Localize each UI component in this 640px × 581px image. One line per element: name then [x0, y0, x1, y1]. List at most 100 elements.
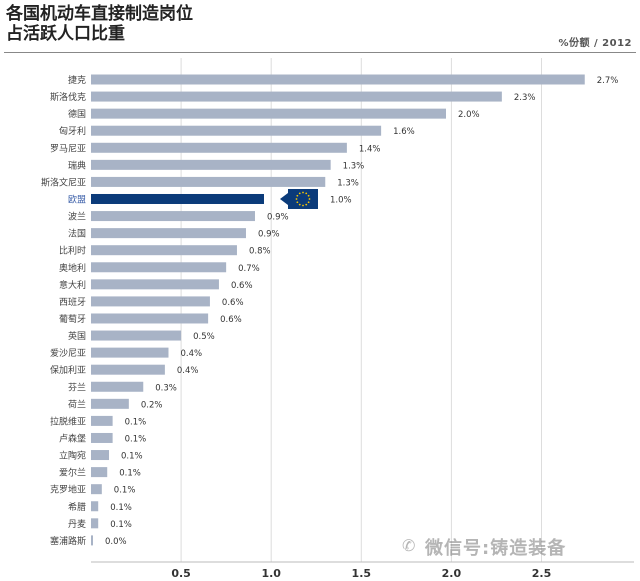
bar [91, 176, 326, 187]
category-label: 克罗地亚 [50, 484, 86, 496]
value-label: 2.0% [458, 110, 480, 120]
bar [91, 228, 246, 239]
x-tick-label: 0.5 [171, 567, 191, 580]
bar [91, 432, 113, 443]
value-label: 0.6% [231, 281, 253, 291]
value-label: 0.4% [180, 349, 202, 359]
wechat-icon: ✆ [402, 536, 416, 555]
category-label: 罗马尼亚 [50, 143, 86, 154]
value-label: 0.9% [258, 230, 280, 240]
category-label: 芬兰 [68, 381, 86, 393]
title-divider [4, 52, 636, 53]
value-label: 0.1% [121, 452, 143, 462]
value-label: 0.9% [267, 213, 289, 223]
bar [91, 279, 219, 290]
category-label: 立陶宛 [59, 450, 86, 462]
category-label: 捷克 [68, 74, 86, 86]
category-label: 卢森堡 [59, 432, 86, 444]
bar [91, 74, 585, 85]
value-label: 0.1% [125, 417, 147, 427]
bar [91, 296, 210, 307]
bar [91, 193, 264, 204]
eu-flag-star [298, 192, 301, 195]
bar [91, 159, 331, 170]
bar [91, 211, 255, 222]
eu-flag-star [305, 203, 308, 206]
value-label: 2.3% [514, 93, 536, 103]
bar [91, 535, 93, 546]
category-label: 爱沙尼亚 [50, 348, 86, 359]
bar [91, 518, 99, 529]
value-label: 0.7% [238, 264, 260, 274]
bar [91, 125, 382, 136]
category-label: 英国 [68, 330, 86, 342]
value-label: 1.4% [359, 144, 381, 154]
category-label: 拉脱维亚 [50, 415, 86, 427]
value-label: 1.6% [393, 127, 415, 137]
bar [91, 450, 110, 461]
eu-flag-star [302, 204, 304, 207]
bar [91, 364, 165, 375]
category-label: 葡萄牙 [59, 313, 86, 325]
eu-flag-star [296, 201, 299, 204]
bar [91, 347, 169, 358]
value-label: 0.3% [155, 383, 177, 393]
value-label: 0.6% [222, 298, 244, 308]
eu-flag-star [308, 198, 311, 200]
category-label: 德国 [68, 108, 86, 120]
value-label: 0.1% [114, 486, 136, 496]
bar [91, 398, 129, 409]
chart-title-line2: 占活跃人口比重 [6, 24, 125, 44]
eu-flag-star [307, 201, 310, 204]
category-label: 奥地利 [59, 262, 86, 274]
eu-flag-star [295, 198, 298, 200]
bar [91, 330, 182, 341]
category-label: 希腊 [68, 501, 86, 513]
eu-flag-star [302, 191, 304, 194]
bar [91, 415, 113, 426]
category-label: 丹麦 [68, 518, 86, 530]
value-label: 1.0% [330, 195, 352, 205]
x-tick-label: 1.5 [352, 567, 372, 580]
value-label: 0.1% [125, 434, 147, 444]
eu-flag-star [305, 192, 308, 195]
value-label: 0.8% [249, 247, 271, 257]
chart-title-line1: 各国机动车直接制造岗位 [6, 4, 193, 24]
value-label: 0.1% [110, 503, 132, 513]
eu-flag-pointer [279, 192, 288, 205]
bar [91, 245, 237, 256]
eu-flag-star [296, 194, 299, 197]
value-label: 0.2% [141, 400, 163, 410]
category-label: 荷兰 [68, 398, 86, 410]
x-tick-label: 2.5 [532, 567, 552, 580]
category-label: 瑞典 [68, 159, 86, 171]
value-label: 0.5% [193, 332, 215, 342]
eu-flag-star [307, 194, 310, 197]
category-label: 意大利 [59, 279, 86, 291]
category-label: 西班牙 [59, 296, 86, 308]
category-label: 保加利亚 [50, 364, 86, 376]
category-label: 匈牙利 [59, 125, 86, 137]
category-label: 比利时 [59, 245, 86, 257]
value-label: 1.3% [343, 161, 365, 171]
category-label: 欧盟 [68, 193, 86, 205]
eu-flag-star [298, 203, 301, 206]
bar [91, 108, 446, 119]
category-label: 斯洛伐克 [50, 91, 86, 103]
bar [91, 381, 144, 392]
bar [91, 313, 209, 324]
value-label: 2.7% [597, 76, 619, 86]
value-label: 0.4% [177, 366, 199, 376]
category-label: 斯洛文尼亚 [41, 176, 86, 188]
value-label: 0.0% [105, 537, 127, 547]
x-tick-label: 1.0 [261, 567, 281, 580]
bar [91, 501, 99, 512]
unit-year-label: %份额 / 2012 [558, 38, 632, 49]
value-label: 0.6% [220, 315, 242, 325]
x-tick-label: 2.0 [442, 567, 462, 580]
chart-title: 各国机动车直接制造岗位 占活跃人口比重 [6, 4, 193, 44]
category-label: 塞浦路斯 [50, 535, 86, 547]
bar [91, 142, 347, 153]
value-label: 0.1% [110, 520, 132, 530]
